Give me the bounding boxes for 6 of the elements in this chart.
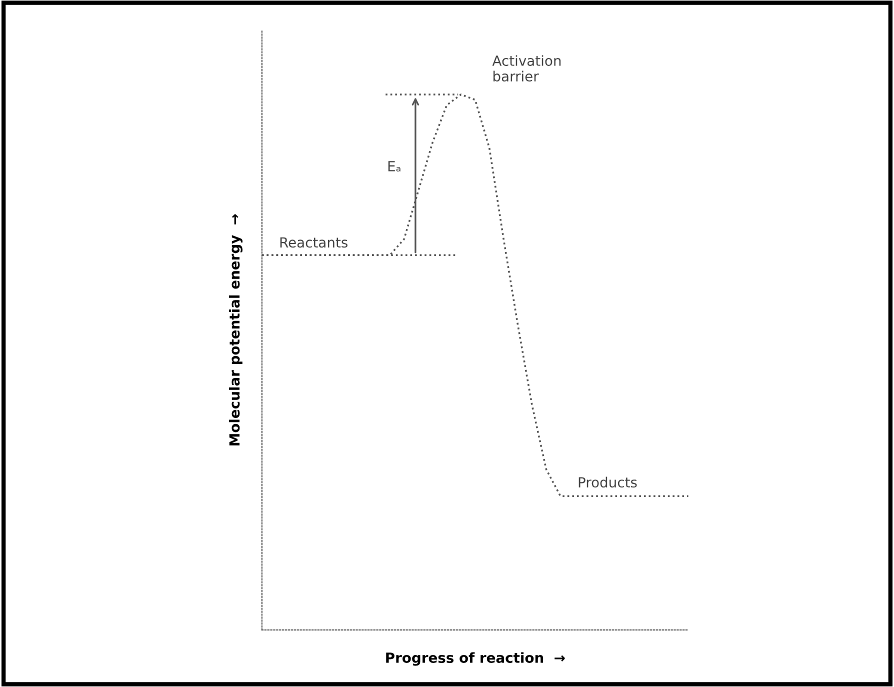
annotation: Eₐ	[388, 161, 400, 172]
y-axis-title: Molecular potential energy →	[228, 214, 242, 446]
annotation: Reactants	[280, 237, 348, 248]
x-axis-title: Progress of reaction →	[386, 652, 565, 666]
annotation: Products	[578, 476, 637, 488]
text: Activation barrier	[492, 55, 561, 82]
